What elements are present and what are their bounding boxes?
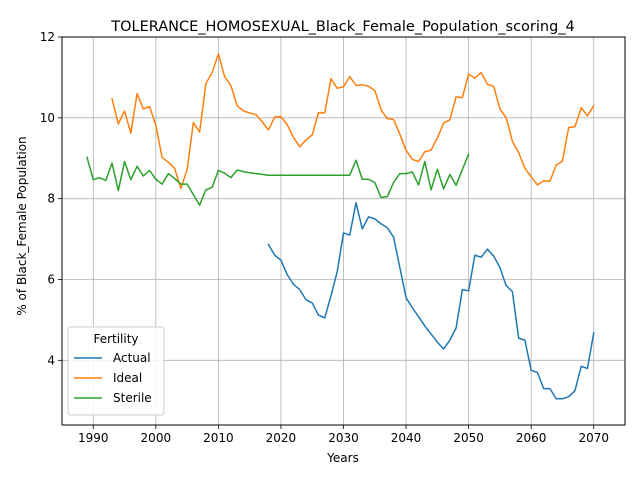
legend-label-ideal: Ideal: [113, 371, 142, 385]
y-tick-label: 6: [47, 273, 55, 287]
legend-title: Fertility: [93, 332, 138, 346]
y-axis-label: % of Black_Female Population: [15, 136, 29, 315]
legend: Fertility Actual Ideal Sterile: [68, 327, 164, 415]
y-tick-label: 12: [40, 30, 55, 44]
x-tick-label: 2020: [266, 431, 297, 445]
x-tick-label: 2060: [516, 431, 547, 445]
x-tick-label: 2010: [203, 431, 234, 445]
y-tick-label: 4: [47, 353, 55, 367]
x-tick-label: 2040: [391, 431, 422, 445]
x-tick-label: 2070: [578, 431, 609, 445]
chart-title: TOLERANCE_HOMOSEXUAL_Black_Female_Popula…: [110, 19, 575, 35]
x-tick-label: 2030: [328, 431, 359, 445]
x-axis-label: Years: [326, 451, 359, 465]
legend-label-actual: Actual: [113, 351, 151, 365]
legend-label-sterile: Sterile: [113, 391, 152, 405]
x-tick-label: 1990: [78, 431, 109, 445]
x-tick-label: 2050: [453, 431, 484, 445]
y-tick-label: 10: [40, 111, 55, 125]
x-tick-label: 2000: [141, 431, 172, 445]
y-tick-label: 8: [47, 192, 55, 206]
